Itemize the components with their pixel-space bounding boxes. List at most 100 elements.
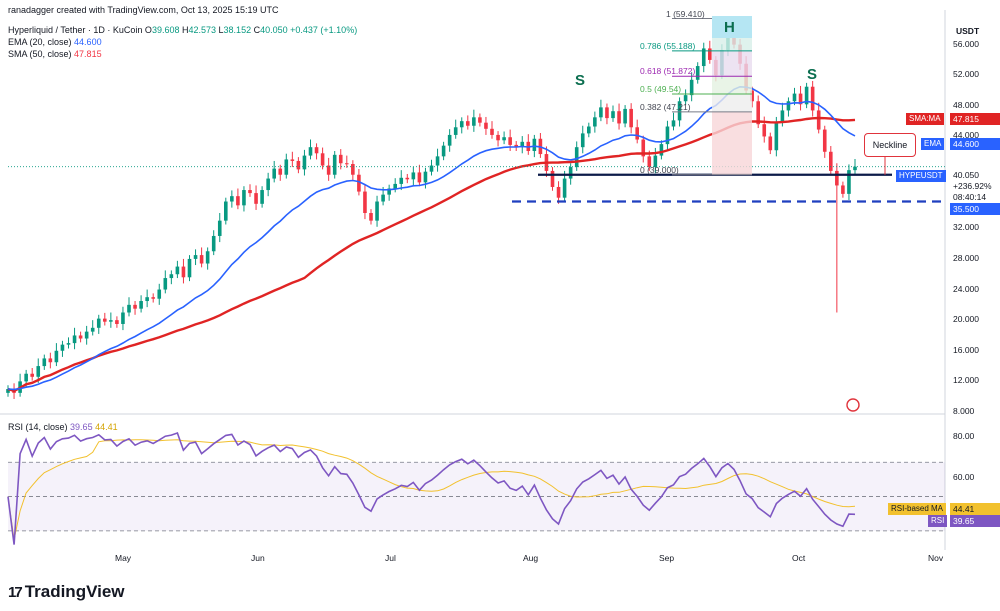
price-axis-tick: 16.000 [953, 344, 979, 355]
tradingview-logo-icon: 17 [8, 583, 23, 601]
tradingview-logo[interactable]: 17 TradingView [8, 582, 125, 601]
candles [6, 27, 857, 399]
candle-body [121, 312, 125, 324]
candle-body [459, 121, 464, 128]
candle-body [393, 183, 397, 189]
change-value: +0.437 (+1.10%) [290, 25, 358, 35]
price-axis-tick: 44.000 [953, 130, 979, 141]
rsi-axis-80: 80.00 [953, 431, 975, 441]
price-axis-tick: 32.000 [953, 222, 979, 233]
candle-body [708, 48, 712, 60]
candle-body [24, 373, 28, 382]
currency-label: USDT [956, 26, 980, 36]
rsi-legend[interactable]: RSI (14, close) 39.65 44.41 [8, 422, 118, 432]
candle-body [665, 126, 670, 145]
rsi-tag: RSI [928, 515, 948, 527]
candle-body [84, 331, 89, 339]
head-label: H [724, 19, 735, 36]
rsi-ma-tag: RSI-based MA [888, 503, 947, 515]
candle-body [78, 335, 83, 339]
candle-body [574, 147, 579, 168]
time-axis-tick: Jul [385, 553, 396, 563]
candle-body [641, 139, 646, 157]
candle-body [187, 258, 192, 278]
candle-body [792, 93, 797, 102]
fib-zone [712, 76, 752, 95]
candle-body [338, 154, 343, 164]
fib-level-label: 0 (39.000) [640, 164, 679, 175]
open-value: 39.608 [151, 25, 180, 35]
sma-legend[interactable]: SMA (50, close) 47.815 [8, 49, 102, 59]
candle-body [345, 163, 349, 165]
candle-body [205, 251, 210, 264]
fib-level-label: 1 (59.410) [666, 8, 705, 19]
fib-zone [712, 111, 752, 175]
candle-body [248, 190, 252, 194]
fib-level-label: 0.382 (47.21) [640, 101, 691, 112]
candle-body [230, 196, 234, 202]
candle-body [284, 159, 289, 175]
candle-body [217, 220, 222, 236]
candle-body [605, 107, 609, 119]
candle-body [835, 170, 839, 186]
candle-body [490, 128, 494, 135]
candle-body [48, 358, 53, 363]
candle-body [314, 147, 319, 154]
symbol-ohlc-line: Hyperliquid / Tether · 1D · KuCoin O39.6… [8, 25, 358, 35]
right-shoulder-label: S [807, 66, 818, 83]
candle-body [30, 373, 34, 377]
candle-body [236, 196, 240, 206]
candle-body [780, 110, 785, 123]
time-axis-tick: Nov [928, 553, 944, 563]
candle-body [302, 155, 307, 170]
candle-body [599, 107, 603, 118]
price-axis-tick: 52.000 [953, 69, 979, 80]
ema-legend[interactable]: EMA (20, close) 44.600 [8, 37, 102, 47]
candle-body [320, 153, 325, 166]
fib-zone [712, 94, 752, 112]
candle-body [653, 155, 658, 168]
rsi-line [7, 431, 856, 545]
candle-body [151, 297, 155, 299]
support-price-label: 35.500 [950, 203, 1000, 215]
candle-body [484, 122, 488, 129]
candle-body [774, 122, 779, 151]
candle-body [96, 318, 101, 328]
time-axis-tick: Jun [251, 553, 265, 563]
candle-body [278, 168, 283, 175]
candle-body [447, 134, 452, 146]
candle-body [822, 129, 827, 152]
candle-body [647, 156, 652, 168]
high-value: 42.573 [188, 25, 217, 35]
candle-body [399, 177, 404, 184]
price-axis-tick: 8.000 [953, 406, 975, 416]
candle-body [90, 327, 95, 332]
price-axis-tick: 28.000 [953, 252, 979, 263]
candle-body [629, 108, 633, 128]
ema-tag: EMA [921, 138, 945, 150]
neckline-callout[interactable]: Neckline [864, 133, 916, 157]
candle-body [623, 108, 627, 124]
price-axis-tick: 24.000 [953, 283, 979, 294]
candle-body [66, 343, 71, 345]
candle-body [169, 274, 174, 279]
candle-body [405, 177, 410, 180]
rsi-ma-value-label: 44.41 [950, 503, 1000, 515]
sma-price-label: 47.815 [950, 113, 1000, 125]
price-axis-tick: 48.000 [953, 99, 979, 110]
candle-body [562, 178, 567, 198]
candle-body [423, 171, 428, 183]
candle-body [829, 151, 833, 171]
candle-body [478, 117, 482, 123]
candle-body [593, 117, 597, 127]
sma-tag: SMA:MA [906, 113, 944, 125]
candle-body [60, 344, 65, 351]
candle-body [520, 141, 525, 148]
candle-body [847, 170, 851, 194]
candle-body [145, 297, 149, 302]
candle-body [441, 145, 446, 157]
candle-body [290, 159, 295, 161]
candle-body [853, 166, 857, 171]
